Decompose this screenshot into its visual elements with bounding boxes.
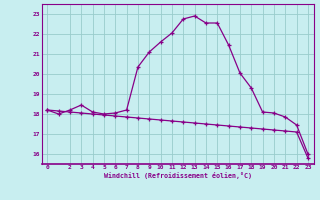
- X-axis label: Windchill (Refroidissement éolien,°C): Windchill (Refroidissement éolien,°C): [104, 172, 252, 179]
